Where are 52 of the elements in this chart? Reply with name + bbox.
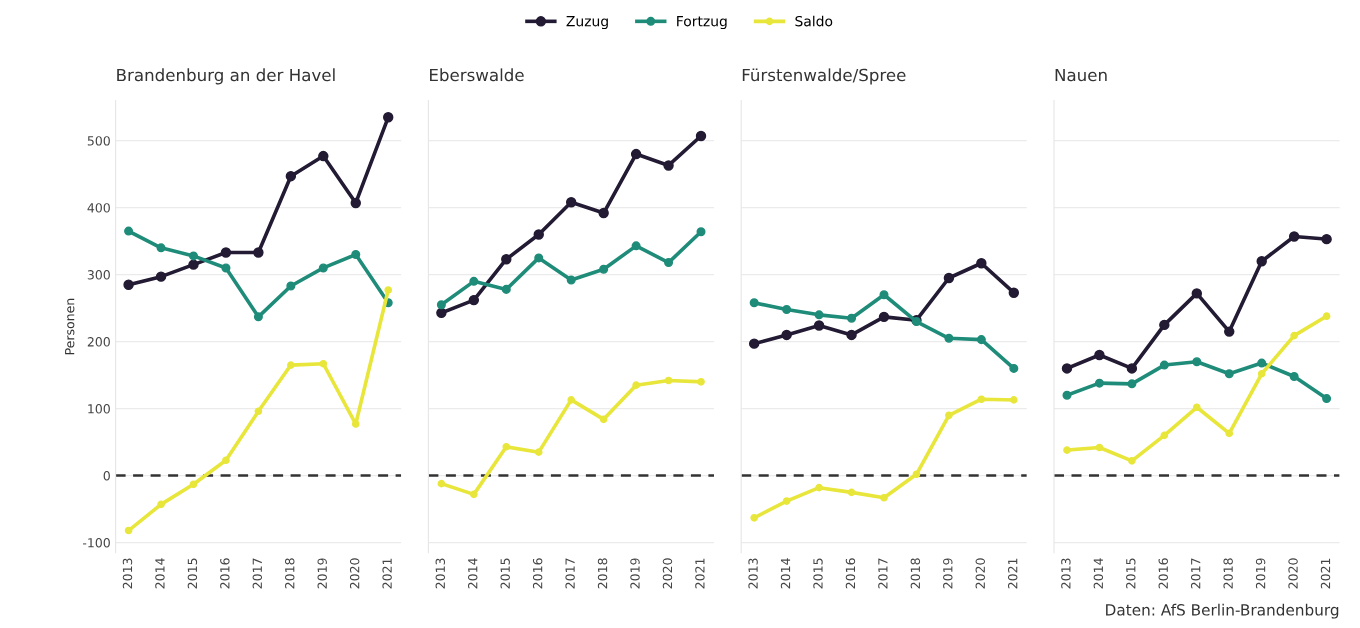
y-tick-label: 500 xyxy=(87,136,110,146)
x-tick-label: 2019 xyxy=(1255,558,1266,589)
x-tick-label: 2017 xyxy=(565,558,575,589)
x-tick-label: 2017 xyxy=(252,558,263,589)
y-tick-label: 100 xyxy=(88,404,110,414)
x-tick-label: 2020 xyxy=(1288,558,1298,589)
x-tick-label: 2013 xyxy=(435,558,446,589)
x-tick-label: 2021 xyxy=(695,558,705,589)
x-tick-label: 2020 xyxy=(662,558,673,589)
x-tick-label: 2018 xyxy=(910,558,921,589)
x-tick-label: 2019 xyxy=(317,558,327,589)
x-tick-label: 2013 xyxy=(1061,558,1071,589)
x-tick-label: 2021 xyxy=(1007,558,1018,589)
x-tick-label: 2018 xyxy=(285,558,295,589)
x-tick-label: 2021 xyxy=(1320,558,1331,589)
x-tick-label: 2015 xyxy=(1126,558,1136,589)
x-tick-label: 2018 xyxy=(1223,558,1233,589)
x-tick-label: 2013 xyxy=(122,558,133,589)
x-tick-label: 2014 xyxy=(155,558,165,589)
x-tick-label: 2020 xyxy=(349,558,360,589)
x-tick-label: 2017 xyxy=(1190,558,1201,589)
x-tick-label: 2020 xyxy=(975,558,985,589)
x-tick-label: 2014 xyxy=(468,558,478,589)
x-tick-label: 2016 xyxy=(845,558,856,589)
chart-title: Brandenburg an der Havel xyxy=(117,68,335,85)
y-tick-label: 0 xyxy=(103,471,110,481)
y-tick-label: 200 xyxy=(87,337,110,347)
y-tick-label: 400 xyxy=(87,203,110,213)
legend-label: Fortzug xyxy=(677,16,727,30)
x-tick-label: 2018 xyxy=(597,558,608,589)
x-tick-label: 2016 xyxy=(532,558,543,589)
chart-title: Fürstenwalde/Spree xyxy=(742,68,906,85)
chart-title: Eberswalde xyxy=(430,68,524,82)
x-tick-label: 2015 xyxy=(813,558,823,589)
x-tick-label: 2013 xyxy=(748,558,758,589)
x-tick-label: 2014 xyxy=(780,558,791,589)
legend-label: Saldo xyxy=(795,15,833,27)
x-tick-label: 2019 xyxy=(943,558,953,589)
x-tick-label: 2016 xyxy=(1158,558,1168,589)
x-tick-label: 2017 xyxy=(878,558,888,589)
x-tick-label: 2021 xyxy=(382,558,392,589)
x-tick-label: 2015 xyxy=(187,558,198,589)
chart-title: Nauen xyxy=(1055,68,1107,82)
y-tick-label: -100 xyxy=(82,538,110,548)
x-tick-label: 2016 xyxy=(220,558,230,589)
y-axis-title: Personen xyxy=(65,298,75,355)
text: Daten: AfS Berlin-Brandenburg xyxy=(1106,603,1339,619)
legend-label: Zuzug xyxy=(566,16,608,30)
x-tick-label: 2014 xyxy=(1093,558,1104,589)
x-tick-label: 2019 xyxy=(630,558,640,589)
x-tick-label: 2015 xyxy=(500,558,510,589)
y-tick-label: 300 xyxy=(87,270,110,280)
